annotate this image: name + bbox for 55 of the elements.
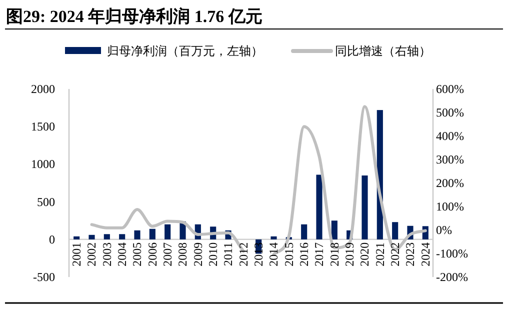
bar <box>331 220 338 240</box>
x-tick-label: 2005 <box>130 242 144 266</box>
x-tick-label: 2013 <box>252 242 266 266</box>
y2-tick-label: 300% <box>436 152 464 166</box>
bar <box>149 228 156 240</box>
x-tick-label: 2014 <box>266 242 281 266</box>
y2-tick-label: 100% <box>436 200 464 214</box>
bar <box>74 236 80 240</box>
x-tick-label: 2011 <box>221 242 236 266</box>
x-tick-label: 2023 <box>403 242 418 266</box>
x-tick-label: 2019 <box>342 242 357 266</box>
bar <box>362 175 368 240</box>
x-tick-label: 2004 <box>115 242 130 266</box>
bar <box>134 230 140 240</box>
y-tick-label: -500 <box>33 270 55 284</box>
legend-label: 归母净利润（百万元，左轴） <box>107 44 263 58</box>
y2-tick-label: 500% <box>436 106 464 120</box>
x-tick-label: 2001 <box>70 242 84 266</box>
chart-title: 图29: 2024 年归母净利润 1.76 亿元 <box>6 7 262 26</box>
y2-tick-label: 200% <box>436 176 464 190</box>
x-tick-label: 2021 <box>372 242 387 266</box>
y2-tick-label: -200% <box>436 270 468 284</box>
x-tick-label: 2006 <box>145 242 160 266</box>
y2-tick-label: 400% <box>436 129 464 143</box>
bar <box>164 224 171 240</box>
bar <box>104 234 110 240</box>
bar <box>392 222 398 240</box>
bar <box>88 234 95 240</box>
y-tick-label: 1500 <box>31 120 55 134</box>
x-tick-label: 2015 <box>282 242 296 266</box>
y2-tick-label: 0% <box>436 223 452 237</box>
bar <box>270 236 277 240</box>
x-tick-label: 2010 <box>206 242 220 266</box>
x-tick-label: 2016 <box>297 242 312 266</box>
x-tick-label: 2020 <box>358 242 372 266</box>
x-tick-label: 2008 <box>176 242 190 266</box>
x-tick-label: 2022 <box>388 242 402 266</box>
bar <box>119 234 126 240</box>
bar <box>316 174 322 240</box>
x-tick-label: 2003 <box>100 242 114 266</box>
y-tick-label: 1000 <box>31 157 55 172</box>
legend-label: 同比增速（右轴） <box>335 44 431 58</box>
y-tick-label: 2000 <box>31 82 55 96</box>
x-tick-label: 2017 <box>312 242 326 266</box>
y2-tick-label: 600% <box>436 82 464 96</box>
x-tick-label: 2002 <box>84 242 99 266</box>
x-tick-label: 2009 <box>190 242 205 266</box>
x-tick-label: 2012 <box>236 242 250 266</box>
x-tick-label: 2024 <box>418 242 432 266</box>
x-tick-label: 2018 <box>327 242 342 266</box>
y-tick-label: 0 <box>49 232 55 246</box>
bar <box>301 224 308 240</box>
y2-tick-label: -100% <box>436 246 468 260</box>
y-tick-label: 500 <box>37 194 55 209</box>
x-tick-label: 2007 <box>160 242 175 266</box>
